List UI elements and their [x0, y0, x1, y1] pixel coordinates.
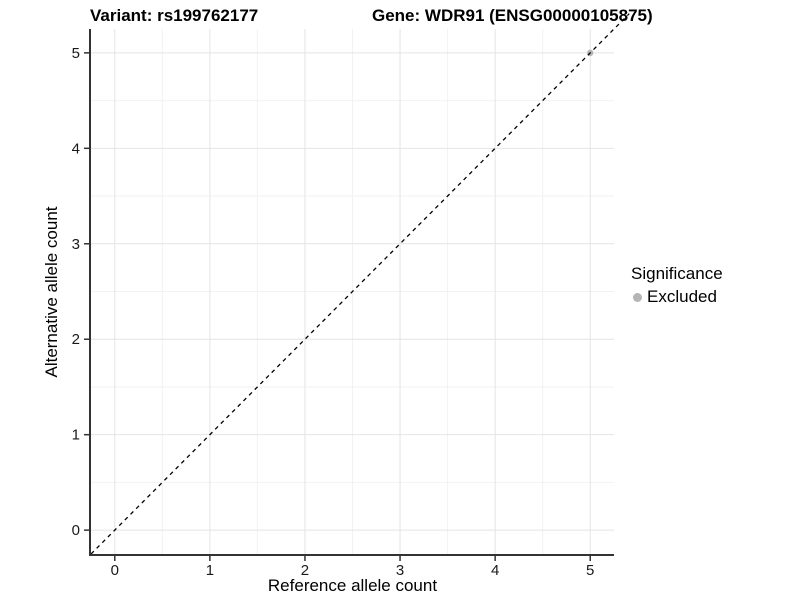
y-tick-label: 4 — [72, 140, 80, 157]
x-tick-label: 4 — [491, 562, 499, 579]
gene-title: Gene: WDR91 (ENSG00000105875) — [372, 6, 653, 25]
x-tick-label: 3 — [396, 562, 404, 579]
x-tick-label: 2 — [301, 562, 309, 579]
legend-point-icon — [633, 292, 642, 302]
x-tick-label: 5 — [586, 562, 594, 579]
y-tick-label: 1 — [72, 427, 80, 444]
legend-item-label: Excluded — [647, 287, 717, 306]
y-axis-title: Alternative allele count — [42, 206, 61, 378]
legend: Significance Excluded — [631, 264, 723, 307]
x-tick-label: 1 — [206, 562, 214, 579]
y-tick-label: 5 — [72, 45, 80, 62]
identity-line — [90, 13, 630, 555]
variant-title: Variant: rs199762177 — [90, 6, 259, 25]
y-tick-label: 3 — [72, 236, 80, 253]
x-tick-label: 0 — [111, 562, 119, 579]
legend-item-excluded: Excluded — [631, 287, 723, 307]
legend-title: Significance — [631, 264, 723, 283]
y-tick-label: 0 — [72, 522, 80, 539]
y-tick-label: 2 — [72, 331, 80, 348]
x-axis-title: Reference allele count — [267, 576, 438, 595]
